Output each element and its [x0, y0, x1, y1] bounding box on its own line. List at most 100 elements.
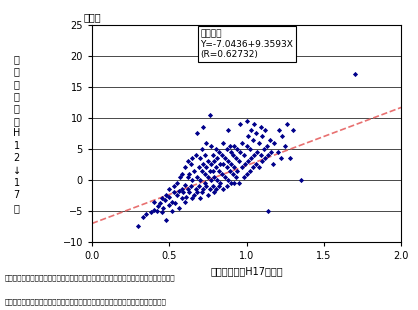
Point — [161, 197, 168, 202]
Point — [245, 134, 252, 139]
Point — [201, 180, 208, 185]
Point — [163, 218, 170, 223]
Point — [217, 162, 224, 167]
Point — [181, 182, 188, 187]
Point — [194, 174, 201, 179]
Point — [180, 190, 186, 195]
Point — [256, 165, 263, 170]
Point — [200, 187, 206, 192]
Point — [223, 165, 230, 170]
Point — [229, 171, 236, 176]
Point — [287, 156, 293, 161]
Point — [184, 159, 191, 164]
X-axis label: 財政力指数（H17決算）: 財政力指数（H17決算） — [210, 266, 283, 277]
Point — [234, 168, 241, 173]
Point — [214, 177, 221, 182]
Point — [209, 168, 216, 173]
Point — [226, 143, 233, 148]
Point — [194, 190, 201, 195]
Point — [199, 146, 205, 151]
Point — [277, 156, 284, 161]
Point — [270, 162, 276, 167]
Point — [239, 140, 245, 145]
Point — [222, 156, 228, 161]
Point — [220, 162, 227, 167]
Point — [254, 149, 261, 154]
Point — [178, 196, 185, 201]
Point — [250, 165, 256, 170]
Point — [259, 134, 265, 139]
Point — [184, 174, 191, 179]
Point — [189, 177, 196, 182]
Point — [265, 153, 272, 157]
Point — [189, 196, 196, 201]
Point — [166, 187, 173, 192]
Point — [195, 184, 202, 188]
Point — [211, 174, 217, 179]
Point — [240, 153, 247, 157]
Point — [234, 146, 241, 151]
Point — [237, 122, 244, 126]
Point — [169, 199, 176, 204]
Point — [257, 153, 264, 157]
Point — [256, 140, 263, 145]
Point — [283, 122, 290, 126]
Point — [209, 153, 216, 157]
Point — [197, 177, 204, 182]
Point — [251, 122, 257, 126]
Point — [231, 143, 237, 148]
Point — [199, 168, 205, 173]
Point — [245, 159, 252, 164]
Point — [228, 162, 234, 167]
Point — [158, 210, 165, 215]
Point — [236, 159, 242, 164]
Point — [215, 184, 222, 188]
Point — [208, 143, 214, 148]
Point — [174, 180, 181, 185]
Point — [263, 143, 270, 148]
Point — [175, 188, 182, 193]
Point — [206, 187, 213, 192]
Text: 回帰式：
Y=-7.0436+9.3593X
(R=0.62732): 回帰式： Y=-7.0436+9.3593X (R=0.62732) — [200, 29, 293, 59]
Point — [223, 146, 230, 151]
Point — [203, 184, 210, 188]
Point — [243, 143, 250, 148]
Point — [252, 131, 259, 136]
Point — [262, 128, 268, 133]
Point — [217, 180, 224, 185]
Point — [201, 153, 208, 157]
Point — [228, 149, 234, 154]
Text: 〈資料〉「国勢調査報告」（総務省）、「市町村別県財政状況調」（総務省）より作成: 〈資料〉「国勢調査報告」（総務省）、「市町村別県財政状況調」（総務省）より作成 — [4, 274, 175, 281]
Point — [191, 168, 197, 173]
Point — [219, 171, 225, 176]
Point — [194, 131, 201, 136]
Point — [183, 195, 190, 200]
Point — [186, 190, 193, 195]
Point — [178, 187, 185, 192]
Point — [232, 174, 239, 179]
Point — [225, 128, 232, 133]
Point — [177, 174, 184, 179]
Point — [163, 193, 170, 198]
Point — [246, 168, 253, 173]
Point — [184, 187, 191, 192]
Point — [223, 184, 230, 188]
Point — [195, 165, 202, 170]
Point — [251, 153, 257, 157]
Point — [268, 149, 275, 154]
Point — [206, 112, 213, 117]
Point — [239, 165, 245, 170]
Point — [243, 171, 250, 176]
Point — [231, 180, 237, 185]
Point — [242, 162, 248, 167]
Point — [236, 180, 242, 185]
Point — [192, 187, 199, 192]
Point — [200, 162, 206, 167]
Point — [206, 168, 213, 173]
Point — [203, 140, 210, 145]
Point — [188, 184, 194, 188]
Point — [232, 156, 239, 161]
Text: 〈注〉埼玉県、千葉県、東京都、神奈川県、京都府、大阪府、兵庫県の全市を対象: 〈注〉埼玉県、千葉県、東京都、神奈川県、京都府、大阪府、兵庫県の全市を対象 — [4, 299, 166, 305]
Point — [240, 174, 247, 179]
Point — [140, 215, 146, 219]
